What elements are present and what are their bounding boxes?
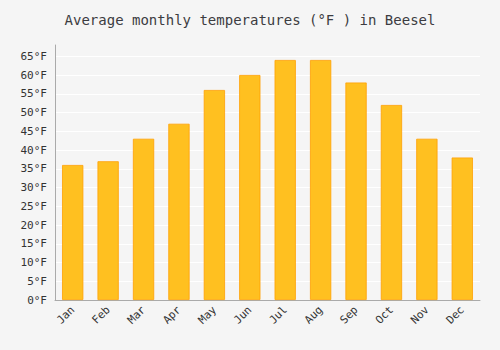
svg-text:40°F: 40°F	[21, 144, 48, 157]
svg-text:45°F: 45°F	[21, 125, 48, 138]
svg-text:Oct: Oct	[373, 303, 396, 326]
svg-text:35°F: 35°F	[21, 162, 48, 175]
svg-text:Aug: Aug	[302, 303, 325, 326]
svg-text:10°F: 10°F	[21, 256, 48, 269]
svg-text:30°F: 30°F	[21, 181, 48, 194]
svg-text:Jan: Jan	[54, 303, 77, 326]
svg-text:0°F: 0°F	[27, 294, 47, 307]
svg-text:65°F: 65°F	[21, 50, 48, 63]
svg-text:Apr: Apr	[160, 303, 183, 326]
svg-text:15°F: 15°F	[21, 237, 48, 250]
svg-text:Jul: Jul	[267, 303, 290, 326]
svg-text:20°F: 20°F	[21, 219, 48, 232]
svg-text:60°F: 60°F	[21, 69, 48, 82]
svg-text:Nov: Nov	[408, 303, 431, 326]
svg-text:5°F: 5°F	[27, 275, 47, 288]
svg-text:55°F: 55°F	[21, 87, 48, 100]
svg-text:Feb: Feb	[89, 303, 112, 326]
svg-text:Average monthly temperatures (: Average monthly temperatures (°F ) in Be…	[65, 12, 436, 28]
svg-text:25°F: 25°F	[21, 200, 48, 213]
svg-text:Sep: Sep	[337, 303, 360, 326]
svg-text:50°F: 50°F	[21, 106, 48, 119]
svg-text:May: May	[196, 303, 219, 326]
svg-text:Mar: Mar	[125, 303, 148, 326]
svg-text:Jun: Jun	[231, 303, 254, 326]
svg-text:Dec: Dec	[444, 303, 467, 326]
